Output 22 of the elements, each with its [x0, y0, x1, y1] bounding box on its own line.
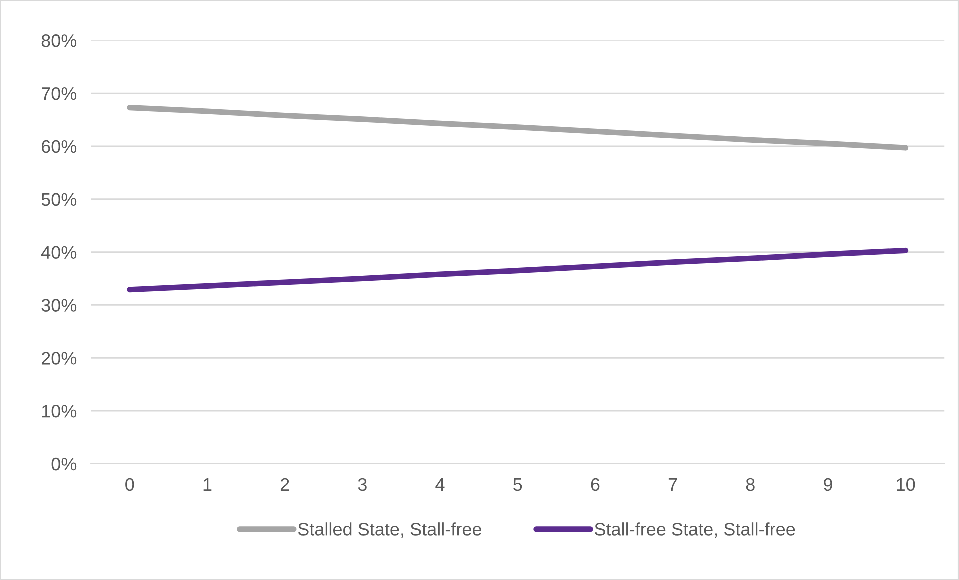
x-tick-label: 5	[514, 478, 522, 492]
y-tick-label: 70%	[42, 87, 77, 100]
y-tick-label: 50%	[42, 193, 77, 206]
y-tick-label: 20%	[42, 352, 77, 365]
x-tick-label: 0	[126, 478, 134, 492]
x-tick-label: 3	[358, 478, 367, 492]
legend-label: Stall-free State, Stall-free	[595, 522, 796, 538]
x-tick-label: 8	[746, 478, 755, 492]
x-tick-label: 2	[280, 478, 290, 491]
y-tick-label: 60%	[42, 140, 77, 154]
x-tick-label: 4	[436, 478, 445, 491]
y-tick-label: 0%	[52, 458, 77, 471]
x-tick-label: 9	[824, 478, 832, 492]
y-tick-label: 40%	[41, 246, 77, 260]
y-tick-label: 80%	[42, 34, 77, 48]
legend-label: Stalled State, Stall-free	[298, 522, 482, 538]
x-tick-label: 1	[204, 478, 212, 491]
x-tick-label: 10	[897, 478, 916, 492]
y-tick-label: 30%	[42, 299, 77, 312]
x-tick-label: 6	[591, 478, 600, 492]
x-tick-label: 7	[668, 478, 678, 491]
y-tick-label: 10%	[42, 405, 77, 418]
